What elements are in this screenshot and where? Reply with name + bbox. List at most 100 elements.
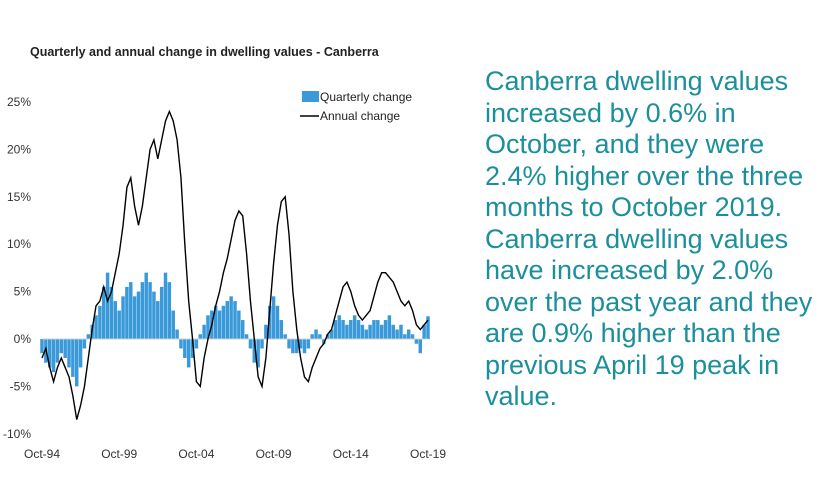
x-tick-label: Oct-94 <box>24 447 60 461</box>
quarterly-change-bar <box>318 334 322 339</box>
quarterly-change-bar <box>426 316 430 339</box>
quarterly-change-bar <box>156 301 160 339</box>
quarterly-change-bar <box>129 282 133 339</box>
quarterly-change-bar <box>78 339 83 368</box>
y-tick-label: 20% <box>7 142 31 156</box>
quarterly-change-bar <box>144 272 148 339</box>
quarterly-change-series <box>40 272 430 387</box>
quarterly-change-bar <box>244 334 249 339</box>
quarterly-change-bar <box>206 315 210 339</box>
quarterly-change-bar <box>132 296 137 339</box>
quarterly-change-bar <box>283 334 287 339</box>
quarterly-change-bar <box>233 301 237 339</box>
quarterly-change-bar <box>71 339 75 377</box>
quarterly-change-bar <box>298 339 303 349</box>
quarterly-change-bar <box>264 324 268 339</box>
quarterly-change-bar <box>163 272 168 339</box>
quarterly-change-bar <box>345 324 349 339</box>
quarterly-change-bar <box>186 339 191 368</box>
quarterly-change-bar <box>113 301 118 339</box>
quarterly-change-bar <box>279 320 284 339</box>
quarterly-change-bar <box>198 334 202 339</box>
quarterly-change-bar <box>341 320 345 339</box>
quarterly-change-bar <box>51 339 56 373</box>
legend-label-annual: Annual change <box>320 109 400 123</box>
quarterly-change-bar <box>302 339 307 354</box>
quarterly-change-bar <box>291 339 295 354</box>
quarterly-change-bar <box>322 339 326 344</box>
quarterly-change-bar <box>98 305 102 339</box>
quarterly-change-bar <box>240 320 245 339</box>
quarterly-change-bar <box>391 324 395 339</box>
quarterly-change-bar <box>67 339 71 368</box>
quarterly-change-bar <box>125 286 129 339</box>
x-tick-label: Oct-99 <box>101 447 137 461</box>
y-tick-label: 0% <box>14 332 32 346</box>
legend: Quarterly change Annual change <box>300 90 412 123</box>
legend-label-quarterly: Quarterly change <box>320 90 412 104</box>
quarterly-change-bar <box>271 296 276 339</box>
quarterly-change-bar <box>295 339 299 354</box>
quarterly-change-bar <box>383 320 388 339</box>
quarterly-change-bar <box>183 339 187 358</box>
chart-title: Quarterly and annual change in dwelling … <box>30 45 379 59</box>
quarterly-change-bar <box>171 310 175 339</box>
quarterly-change-bar <box>148 282 152 339</box>
quarterly-change-bar <box>194 339 199 349</box>
quarterly-change-bar <box>418 339 423 354</box>
quarterly-change-bar <box>368 324 372 339</box>
quarterly-change-bar <box>105 272 110 339</box>
quarterly-change-bar <box>252 339 257 363</box>
quarterly-change-bar <box>202 324 206 339</box>
quarterly-change-bar <box>275 305 280 339</box>
quarterly-change-bar <box>333 320 338 339</box>
quarterly-change-bar <box>372 320 376 339</box>
quarterly-change-bar <box>356 320 361 339</box>
quarterly-change-bar <box>121 296 125 339</box>
quarterly-change-bar <box>329 329 334 339</box>
quarterly-change-bar <box>167 282 172 339</box>
quarterly-change-bar <box>136 291 141 339</box>
quarterly-change-bar <box>63 339 67 358</box>
quarterly-change-bar <box>360 324 365 339</box>
quarterly-change-bar <box>287 339 291 349</box>
x-tick-label: Oct-14 <box>333 447 369 461</box>
quarterly-change-bar <box>260 339 264 349</box>
quarterly-change-bar <box>364 329 368 339</box>
quarterly-change-bar <box>422 324 426 339</box>
quarterly-change-bar <box>190 339 195 358</box>
x-tick-label: Oct-09 <box>256 447 292 461</box>
x-axis: Oct-94 Oct-99 Oct-04 Oct-09 Oct-14 Oct-19 <box>24 447 446 461</box>
quarterly-change-bar <box>117 310 121 339</box>
quarterly-change-bar <box>59 339 64 354</box>
y-tick-label: -10% <box>3 427 31 441</box>
quarterly-change-bar <box>256 339 260 368</box>
quarterly-change-bar <box>102 286 106 339</box>
annual-change-line <box>41 109 429 420</box>
quarterly-change-bar <box>248 339 253 349</box>
quarterly-change-bar <box>47 339 52 368</box>
quarterly-change-bar <box>387 315 392 339</box>
quarterly-change-bar <box>268 305 272 339</box>
quarterly-change-bar <box>159 286 164 339</box>
dwelling-values-chart: 25%20%15%10%5%0%-5%-10% Oct-94 Oct-99 Oct-… <box>3 90 446 461</box>
x-tick-label: Oct-04 <box>178 447 214 461</box>
quarterly-change-bar <box>403 334 407 339</box>
quarterly-change-bar <box>109 286 114 339</box>
quarterly-change-bar <box>229 296 233 339</box>
quarterly-change-bar <box>237 310 241 339</box>
quarterly-change-bar <box>40 339 44 354</box>
quarterly-change-bar <box>140 282 145 339</box>
y-tick-label: -5% <box>10 379 32 393</box>
quarterly-change-bar <box>175 329 179 339</box>
quarterly-change-bar <box>414 339 419 344</box>
y-axis: 25% 20% 15% 10% 5% 0% -5% -10% <box>3 95 31 441</box>
quarterly-change-bar <box>379 324 384 339</box>
quarterly-change-bar <box>152 291 156 339</box>
quarterly-change-bar <box>179 339 183 349</box>
y-tick-label: 25% <box>7 95 31 109</box>
quarterly-change-bar <box>349 320 353 339</box>
quarterly-change-bar <box>225 301 230 339</box>
quarterly-change-bar <box>399 324 403 339</box>
quarterly-change-bar <box>337 315 341 339</box>
